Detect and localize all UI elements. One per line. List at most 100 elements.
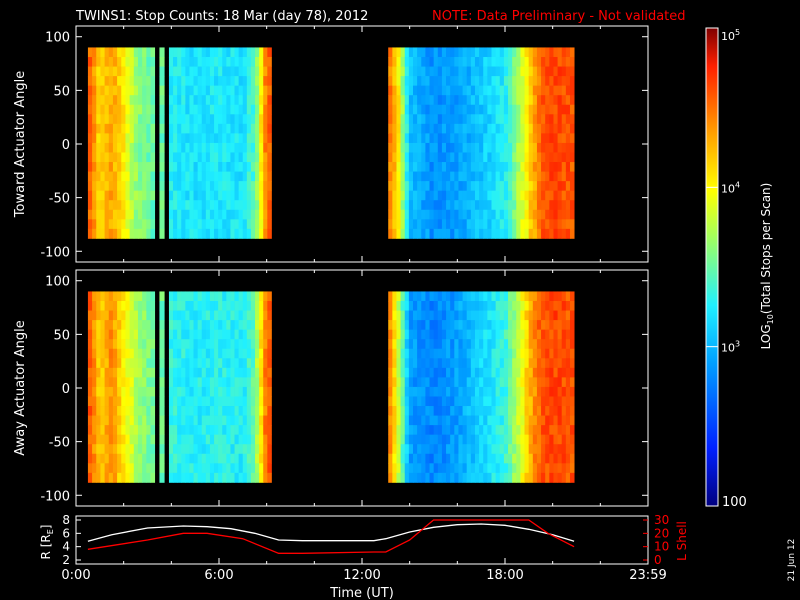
heatmap-cell <box>87 95 93 106</box>
heatmap-cell <box>222 181 227 192</box>
heatmap-cell <box>197 453 203 464</box>
heatmap-cell <box>549 291 554 302</box>
heatmap-cell <box>259 219 264 230</box>
heatmap-cell <box>483 171 488 182</box>
heatmap-cell <box>446 396 451 407</box>
heatmap-cell <box>133 329 139 340</box>
heatmap-cell <box>557 377 563 388</box>
heatmap-cell <box>255 367 260 378</box>
heatmap-cell <box>108 66 114 77</box>
heatmap-cell <box>417 415 422 426</box>
heatmap-cell <box>112 320 118 331</box>
heatmap-cell <box>487 386 492 397</box>
heatmap-cell <box>193 47 199 58</box>
heatmap-cell <box>421 85 426 96</box>
heatmap-cell <box>532 190 538 201</box>
heatmap-cell <box>246 104 252 115</box>
heatmap-cell <box>246 386 252 397</box>
heatmap-cell <box>561 162 567 172</box>
heatmap-cell <box>495 123 501 134</box>
heatmap-cell <box>557 453 563 464</box>
heatmap-cell <box>400 123 406 134</box>
heatmap-cell <box>87 152 93 163</box>
heatmap-cell <box>483 339 488 350</box>
heatmap-cell <box>557 200 563 211</box>
heatmap-cell <box>474 66 480 77</box>
heatmap-cell <box>524 463 530 474</box>
heatmap-cell <box>133 444 139 455</box>
heatmap-cell <box>226 181 231 192</box>
heatmap-cell <box>458 291 463 302</box>
heatmap-cell <box>483 76 488 87</box>
heatmap-cell <box>100 396 105 407</box>
heatmap-cell <box>267 367 272 378</box>
heatmap-cell <box>520 133 525 144</box>
heatmap-cell <box>392 329 397 340</box>
heatmap-cell <box>565 348 571 359</box>
heatmap-cell <box>100 181 105 192</box>
heatmap-cell <box>404 200 410 211</box>
heatmap-cell <box>209 95 215 106</box>
heatmap-cell <box>255 291 260 302</box>
heatmap-cell <box>112 425 118 436</box>
heatmap-cell <box>532 301 538 311</box>
heatmap-cell <box>205 453 211 464</box>
heatmap-cell <box>246 228 252 239</box>
y-tick-label: 100 <box>45 31 70 46</box>
heatmap-cell <box>470 162 476 172</box>
heatmap-cell <box>209 301 215 311</box>
heatmap-cell <box>255 320 260 331</box>
heatmap-cell <box>524 339 530 350</box>
heatmap-cell <box>230 85 235 96</box>
heatmap-cell <box>557 444 563 455</box>
heatmap-cell <box>129 301 135 311</box>
heatmap-cell <box>189 301 194 311</box>
heatmap-cell <box>545 472 550 483</box>
heatmap-cell <box>487 57 492 67</box>
heatmap-cell <box>177 320 182 331</box>
heatmap-cell <box>96 95 101 106</box>
heatmap-cell <box>259 301 264 311</box>
heatmap-cell <box>400 386 406 397</box>
heatmap-cell <box>557 310 563 321</box>
heatmap-cell <box>92 142 97 153</box>
heatmap-cell <box>491 291 497 302</box>
heatmap-cell <box>150 181 156 192</box>
heatmap-cell <box>446 358 451 369</box>
heatmap-cell <box>499 291 505 302</box>
heatmap-cell <box>487 358 492 369</box>
heatmap-cell <box>137 76 143 87</box>
heatmap-cell <box>458 348 463 359</box>
heatmap-cell <box>417 386 422 397</box>
heatmap-cell <box>121 76 126 87</box>
heatmap-cell <box>238 310 244 321</box>
heatmap-cell <box>520 228 525 239</box>
heatmap-cell <box>425 406 430 416</box>
heatmap-cell <box>104 301 110 311</box>
heatmap-cell <box>92 162 97 172</box>
away-heatmap <box>87 291 575 483</box>
heatmap-cell <box>508 291 513 302</box>
heatmap-cell <box>242 171 248 182</box>
heatmap-cell <box>218 66 223 77</box>
heatmap-cell <box>458 133 463 144</box>
heatmap-cell <box>441 219 447 230</box>
heatmap-cell <box>508 219 513 230</box>
heatmap-cell <box>462 472 468 483</box>
heatmap-cell <box>520 47 525 58</box>
heatmap-cell <box>396 228 402 239</box>
heatmap-cell <box>532 200 538 211</box>
heatmap-cell <box>201 415 207 426</box>
heatmap-cell <box>159 123 165 134</box>
heatmap-cell <box>503 66 509 77</box>
heatmap-cell <box>441 434 447 445</box>
heatmap-cell <box>425 76 430 87</box>
colorbar-tick-label: 104 <box>721 180 740 195</box>
heatmap-cell <box>242 228 248 239</box>
heatmap-cell <box>421 200 426 211</box>
heatmap-cell <box>516 57 521 67</box>
heatmap-cell <box>177 181 182 192</box>
heatmap-cell <box>201 219 207 230</box>
heatmap-cell <box>250 367 256 378</box>
heatmap-cell <box>263 200 268 211</box>
